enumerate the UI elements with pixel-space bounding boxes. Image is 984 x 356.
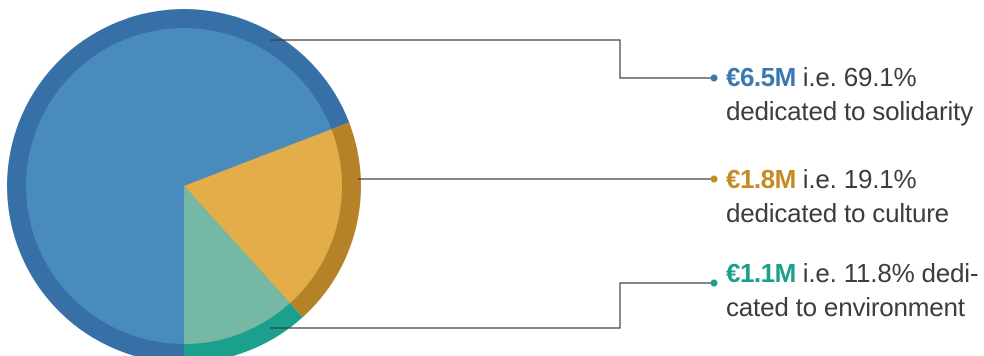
caption-culture: dedicated to culture	[726, 198, 949, 228]
amount-culture: €1.8M	[726, 164, 796, 194]
pie-slice-solidarity	[25, 28, 332, 344]
amount-solidarity: €6.5M	[726, 62, 796, 92]
caption-solidarity: dedicated to solidarity	[726, 96, 973, 126]
leader-line-solidarity	[270, 39, 712, 79]
percent-culture: i.e. 19.1%	[802, 164, 917, 194]
leader-dot-environment	[710, 279, 718, 287]
caption-environment: cated to environment	[726, 292, 965, 322]
leader-dot-culture	[710, 175, 718, 183]
percent-solidarity: i.e. 69.1%	[802, 62, 917, 92]
label-culture: €1.8M i.e. 19.1% dedicated to culture	[726, 162, 984, 230]
leader-dot-solidarity	[710, 74, 718, 82]
amount-environment: €1.1M	[726, 258, 796, 288]
label-solidarity: €6.5M i.e. 69.1% dedicated to solidarity	[726, 60, 984, 128]
percent-environment: i.e. 11.8% dedi-	[802, 258, 979, 288]
leader-line-environment	[270, 282, 712, 329]
pie-slice-environment	[184, 186, 290, 344]
label-environment: €1.1M i.e. 11.8% dedi- cated to environm…	[726, 256, 984, 324]
pie-slice-culture	[184, 129, 342, 304]
